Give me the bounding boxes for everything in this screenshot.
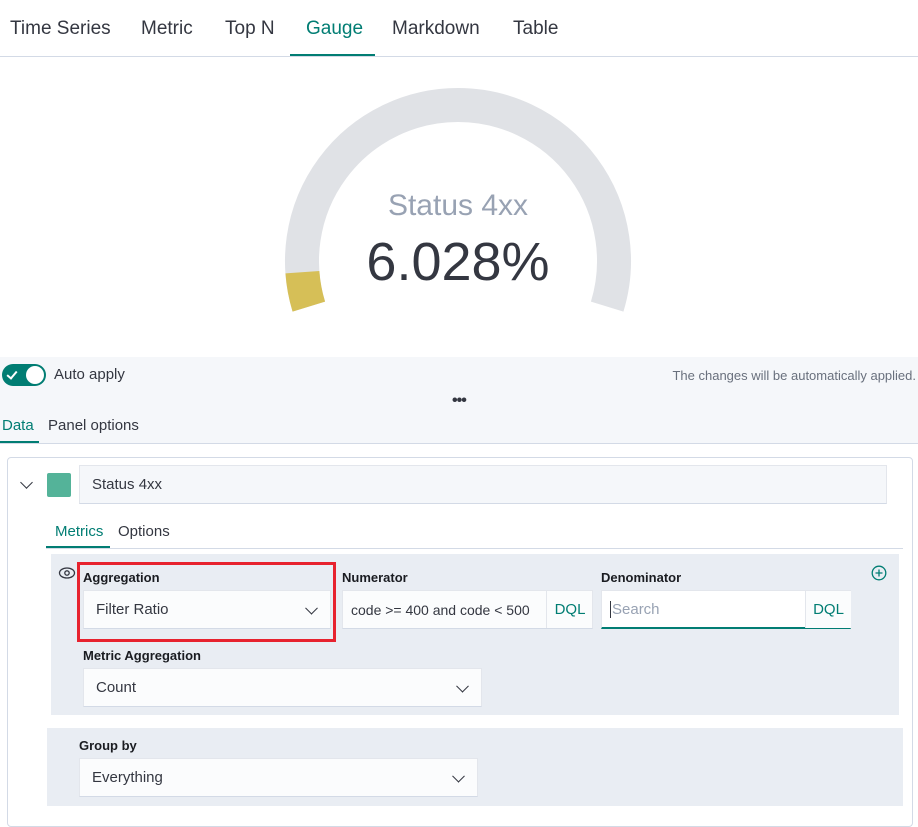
tab[interactable]: Metric bbox=[141, 18, 193, 39]
gauge-track bbox=[285, 88, 631, 312]
metric-aggregation-select[interactable]: Count bbox=[83, 668, 482, 707]
tab-underline bbox=[46, 546, 110, 548]
editor-tab[interactable]: Data bbox=[2, 417, 34, 434]
drag-handle[interactable]: ••• bbox=[452, 392, 467, 409]
tab-underline bbox=[290, 54, 375, 56]
numerator-input[interactable]: code >= 400 and code < 500 DQL bbox=[342, 590, 593, 629]
editor-tab[interactable]: Panel options bbox=[48, 417, 139, 434]
gauge-value: 6.028% bbox=[366, 232, 549, 292]
gauge-fill bbox=[285, 270, 326, 312]
tab[interactable]: Table bbox=[513, 18, 559, 39]
field-label: Denominator bbox=[601, 570, 682, 585]
visibility-icon[interactable] bbox=[58, 566, 76, 580]
language-switch[interactable]: DQL bbox=[546, 591, 593, 628]
tab[interactable]: Gauge bbox=[306, 18, 364, 39]
auto-apply-label: Auto apply bbox=[54, 366, 125, 383]
input-placeholder: Search bbox=[610, 600, 660, 618]
series-label-input[interactable]: Status 4xx bbox=[79, 465, 887, 504]
field-label: Metric Aggregation bbox=[83, 648, 201, 663]
field-label: Aggregation bbox=[83, 570, 160, 585]
input-value: code >= 400 and code < 500 bbox=[351, 601, 530, 618]
highlight-box bbox=[77, 562, 336, 642]
color-swatch[interactable] bbox=[47, 473, 71, 497]
select-value: Count bbox=[96, 679, 137, 696]
field-label: Group by bbox=[79, 738, 137, 753]
select-value: Filter Ratio bbox=[96, 601, 169, 618]
tab-underline bbox=[0, 441, 39, 443]
group-by-select[interactable]: Everything bbox=[79, 758, 478, 797]
divider bbox=[46, 548, 903, 549]
language-switch[interactable]: DQL bbox=[805, 591, 851, 628]
tab[interactable]: Time Series bbox=[10, 18, 111, 39]
tab[interactable]: Markdown bbox=[392, 18, 480, 39]
sub-tab[interactable]: Options bbox=[118, 523, 170, 540]
auto-apply-note: The changes will be automatically applie… bbox=[672, 368, 916, 383]
gauge: Status 4xx 6.028% bbox=[285, 88, 631, 312]
tab[interactable]: Top N bbox=[225, 18, 275, 39]
aggregation-select[interactable]: Filter Ratio bbox=[83, 590, 331, 629]
toolbar bbox=[0, 357, 918, 444]
sub-tab[interactable]: Metrics bbox=[55, 523, 104, 540]
field-label: Numerator bbox=[342, 570, 408, 585]
divider bbox=[0, 443, 918, 444]
auto-apply-toggle[interactable] bbox=[2, 364, 46, 386]
select-value: Everything bbox=[92, 769, 163, 786]
denominator-input[interactable]: Search DQL bbox=[601, 590, 851, 629]
add-metric-icon[interactable] bbox=[871, 565, 887, 581]
gauge-label: Status 4xx bbox=[388, 189, 528, 222]
tab-bar bbox=[0, 0, 918, 57]
